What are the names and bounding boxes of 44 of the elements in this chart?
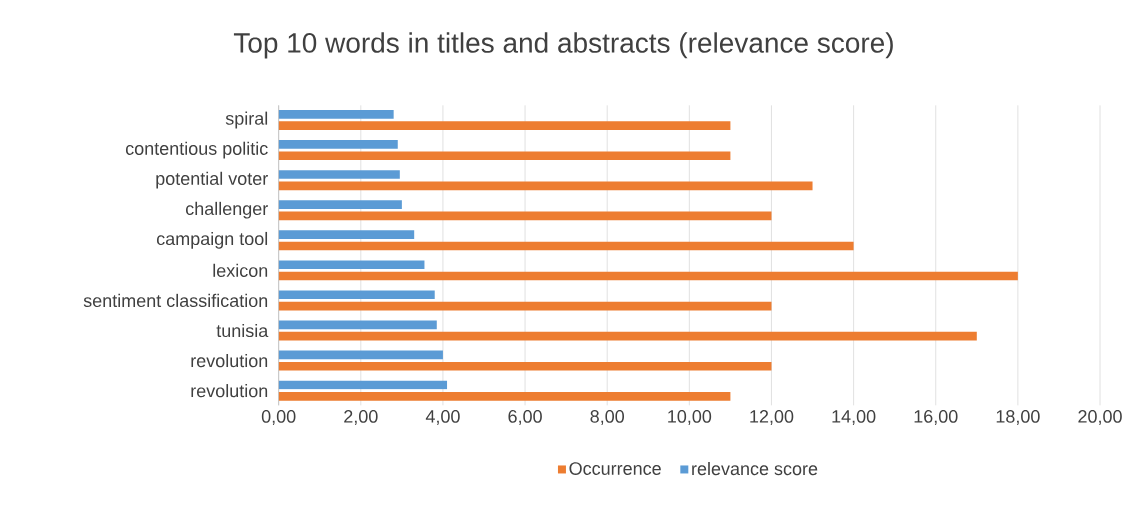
bar: [278, 260, 425, 270]
y-tick-label: lexicon: [213, 263, 268, 277]
bar: [278, 320, 437, 330]
x-tick-label: 8,00: [590, 410, 625, 425]
legend-label: Occurrence: [569, 462, 661, 475]
x-tick-label: 20,00: [1078, 410, 1122, 425]
y-tick-label: contentious politic: [125, 141, 268, 159]
bar: [278, 241, 854, 251]
bar: [278, 181, 813, 191]
bar: [278, 170, 400, 179]
bar: [278, 380, 448, 390]
y-tick-label: sentiment classification: [83, 293, 268, 308]
bar: [278, 140, 398, 149]
bar: [278, 271, 1018, 281]
x-tick-label: 0,00: [261, 410, 296, 425]
bar: [278, 301, 772, 311]
y-tick-label: campaign tool: [156, 231, 268, 249]
y-tick-label: potential voter: [156, 171, 268, 189]
y-tick-label: spiral: [225, 111, 268, 129]
bar: [278, 121, 731, 131]
bar: [278, 392, 731, 401]
bar: [278, 331, 977, 341]
y-tick-label: tunisia: [216, 323, 269, 338]
bar: [278, 151, 731, 161]
legend-label: relevance score: [692, 461, 818, 476]
chart-title: Top 10 words in titles and abstracts (relevance score): [233, 32, 893, 59]
x-tick-label: 6,00: [508, 410, 542, 425]
x-tick-label: 12,00: [750, 410, 794, 425]
x-tick-label: 10,00: [668, 410, 712, 425]
bar: [278, 211, 772, 221]
x-tick-label: 14,00: [832, 410, 876, 425]
y-tick-label: revolution: [191, 353, 268, 368]
x-tick-label: 18,00: [996, 410, 1040, 425]
bar: [278, 200, 402, 209]
bar: [278, 350, 443, 360]
bar: [278, 230, 415, 239]
y-tick-label: challenger: [185, 201, 268, 219]
x-tick-label: 4,00: [425, 410, 460, 425]
x-tick-label: 16,00: [914, 410, 958, 425]
bar: [278, 290, 435, 300]
bar: [278, 110, 394, 119]
x-tick-label: 2,00: [344, 410, 378, 425]
y-tick-label: revolution: [191, 384, 268, 398]
bar: [278, 361, 772, 371]
